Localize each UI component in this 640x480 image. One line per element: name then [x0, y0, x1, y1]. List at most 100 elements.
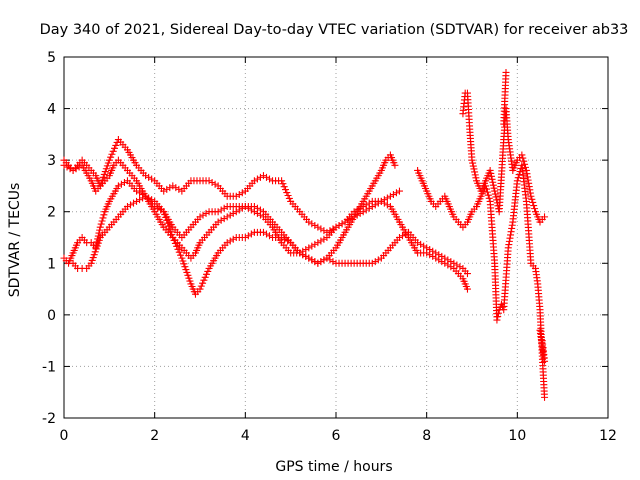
data-point: [368, 203, 376, 211]
data-point: [204, 267, 212, 275]
data-point: [256, 173, 264, 181]
data-point: [524, 176, 532, 184]
data-point: [284, 192, 292, 200]
data-point: [177, 251, 185, 259]
data-point: [241, 234, 249, 241]
data-point: [214, 208, 222, 216]
data-point: [296, 249, 304, 257]
data-point: [374, 256, 382, 264]
data-point: [362, 206, 370, 214]
data-point: [238, 189, 246, 197]
data-point: [522, 166, 530, 174]
data-point: [95, 229, 103, 237]
data-point: [505, 241, 513, 249]
data-point: [470, 165, 478, 173]
data-point: [163, 185, 171, 193]
x-tick-label: 10: [508, 428, 526, 444]
data-point: [514, 174, 522, 182]
data-point: [302, 246, 310, 254]
data-point: [133, 197, 141, 205]
data-point: [317, 225, 325, 233]
data-point: [235, 191, 243, 199]
data-point: [391, 161, 399, 169]
data-point: [426, 246, 434, 254]
data-point: [196, 285, 204, 293]
data-point: [505, 237, 513, 245]
data-point: [420, 242, 428, 250]
data-point: [414, 239, 422, 247]
data-point: [490, 184, 498, 192]
data-point: [314, 223, 322, 231]
data-point: [320, 256, 328, 264]
x-tick-label: 12: [599, 428, 617, 444]
data-point: [338, 220, 346, 228]
data-point: [456, 263, 464, 271]
y-tick-label: 4: [47, 102, 56, 118]
data-point: [169, 234, 177, 241]
data-point: [468, 156, 476, 164]
data-point: [329, 225, 337, 233]
data-point: [136, 196, 144, 204]
data-point: [463, 285, 471, 293]
data-point: [278, 234, 286, 241]
y-tick-label: -2: [42, 411, 56, 427]
data-point: [109, 147, 117, 155]
data-point: [323, 254, 331, 262]
data-point: [531, 205, 539, 213]
y-tick-label: 5: [47, 50, 56, 66]
data-point: [148, 196, 156, 204]
data-point: [523, 170, 531, 178]
data-point: [482, 182, 490, 190]
data-point: [305, 218, 313, 226]
data-point: [202, 209, 210, 217]
data-point: [541, 213, 549, 221]
data-point: [262, 173, 270, 181]
data-point: [326, 256, 334, 264]
data-point: [515, 171, 523, 179]
data-point: [530, 202, 538, 210]
data-point: [520, 157, 528, 165]
data-point: [386, 192, 394, 200]
data-point: [201, 273, 209, 281]
data-point: [486, 166, 494, 174]
data-point: [320, 227, 328, 235]
data-point: [305, 254, 313, 262]
data-point: [447, 258, 455, 266]
data-point: [314, 239, 322, 247]
data-point: [105, 156, 113, 164]
data-point: [266, 232, 274, 240]
data-point: [217, 206, 225, 214]
data-point: [170, 236, 178, 244]
data-point: [494, 309, 502, 317]
data-point: [483, 188, 491, 196]
data-point: [112, 141, 120, 149]
data-point: [491, 187, 499, 195]
data-point: [519, 154, 527, 162]
data-point: [395, 234, 403, 241]
data-point: [311, 221, 319, 229]
data-point: [66, 165, 74, 173]
data-point: [160, 187, 168, 195]
data-point: [166, 184, 174, 192]
data-point: [311, 240, 319, 248]
data-point: [253, 175, 261, 183]
data-point: [114, 182, 122, 190]
data-point: [281, 235, 289, 243]
data-point: [229, 209, 237, 217]
data-point: [148, 175, 156, 183]
data-point: [536, 326, 544, 334]
data-point: [247, 230, 255, 238]
data-point: [383, 201, 391, 209]
data-point: [98, 217, 106, 225]
data-point: [250, 177, 258, 185]
data-point: [72, 165, 80, 173]
data-point: [136, 189, 144, 197]
data-point: [278, 177, 286, 185]
y-tick-label: 1: [47, 256, 56, 272]
y-axis-label: SDTVAR / TECUs: [7, 183, 23, 298]
data-point: [250, 208, 258, 216]
data-point: [154, 204, 162, 212]
data-points: [60, 68, 549, 401]
